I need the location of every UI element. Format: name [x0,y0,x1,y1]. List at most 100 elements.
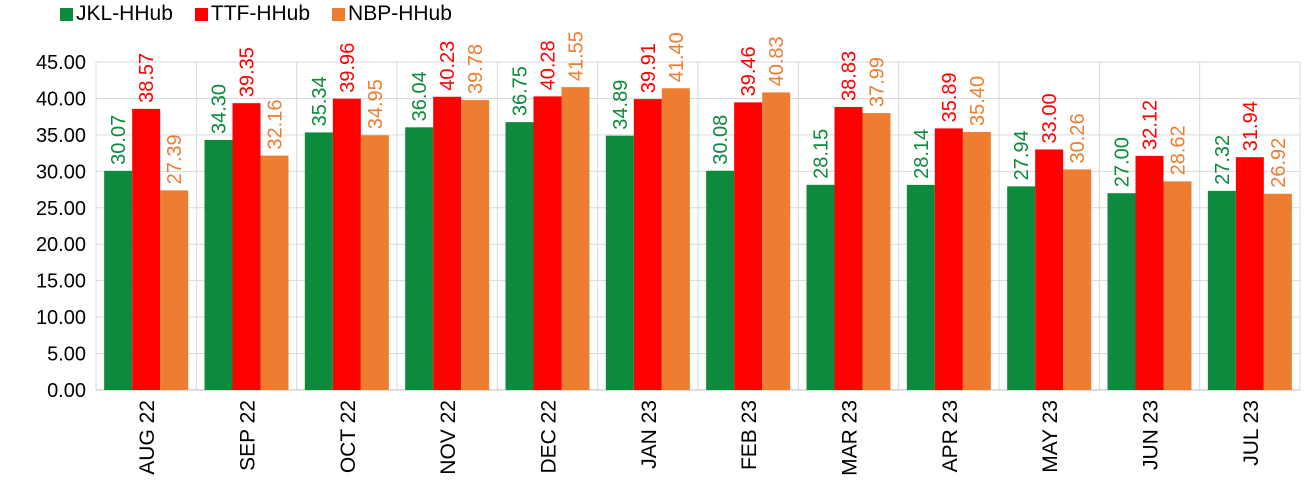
data-label: 39.46 [738,46,760,96]
y-tick-label: 25.00 [36,198,86,220]
bar-jkl-hhub [405,127,434,390]
data-label: 41.55 [566,31,588,81]
bar-nbp-hhub [1263,193,1292,390]
x-tick-label: JAN 23 [638,400,661,469]
data-label: 39.78 [465,44,487,94]
bar-nbp-hhub [160,190,189,390]
data-label: 35.34 [309,76,331,126]
legend-item-nbp: NBP-HHub [332,2,452,26]
x-tick-label: JUN 23 [1140,400,1163,470]
legend-label-nbp: NBP-HHub [348,2,452,25]
data-label: 41.40 [666,32,688,82]
bar-ttf-hhub [232,103,261,390]
bar-nbp-hhub [762,92,791,391]
data-label: 34.89 [610,80,632,130]
legend-item-ttf: TTF-HHub [194,2,311,26]
data-label: 35.89 [939,72,961,122]
x-tick-label: FEB 23 [738,400,761,470]
y-tick-label: 15.00 [36,271,86,293]
y-tick-label: 5.00 [47,344,86,366]
bar-jkl-hhub [505,122,534,390]
x-tick-label: JUL 23 [1240,400,1263,466]
bar-nbp-hhub [260,155,289,390]
legend-item-jkl: JKL-HHub [60,2,173,26]
x-tick-label: NOV 22 [437,400,460,475]
bar-jkl-hhub [906,184,935,390]
data-label: 39.91 [638,43,660,93]
x-tick-label: DEC 22 [538,400,561,474]
bar-ttf-hhub [934,128,963,390]
data-label: 27.39 [164,134,186,184]
data-label: 32.12 [1140,100,1162,150]
data-label: 34.30 [209,84,231,134]
bar-jkl-hhub [1107,193,1136,390]
bar-ttf-hhub [834,106,863,390]
data-label: 30.08 [710,115,732,165]
bar-jkl-hhub [304,132,333,391]
bar-ttf-hhub [633,99,662,391]
data-label: 30.07 [108,115,130,165]
bar-ttf-hhub [1235,157,1264,390]
data-label: 31.94 [1240,101,1262,151]
data-label: 28.62 [1168,125,1190,175]
x-tick-label: AUG 22 [136,400,159,475]
bar-nbp-hhub [1063,169,1092,390]
data-label: 28.14 [911,129,933,179]
bar-ttf-hhub [332,98,361,391]
y-tick-label: 20.00 [36,234,86,256]
data-label: 28.15 [811,129,833,179]
data-label: 33.00 [1039,93,1061,143]
bar-jkl-hhub [806,184,835,390]
bar-jkl-hhub [1207,190,1236,390]
bar-nbp-hhub [561,87,590,390]
x-tick-label: MAR 23 [839,400,862,476]
y-tick-label: 30.00 [36,161,86,183]
bar-nbp-hhub [461,100,490,390]
y-tick-label: 0.00 [47,380,86,402]
bar-ttf-hhub [1135,155,1164,390]
data-label: 40.28 [538,40,560,90]
bar-nbp-hhub [360,135,389,390]
bar-ttf-hhub [132,108,161,390]
data-label: 38.57 [136,53,158,103]
bar-nbp-hhub [661,88,690,391]
data-label: 38.83 [839,51,861,101]
x-tick-label: MAY 23 [1039,400,1062,473]
y-tick-label: 10.00 [36,307,86,329]
data-label: 34.95 [365,79,387,129]
data-label: 40.23 [437,41,459,91]
data-label: 27.00 [1112,137,1134,187]
legend: JKL-HHub TTF-HHub NBP-HHub [60,2,452,26]
bar-ttf-hhub [533,96,562,390]
bar-jkl-hhub [204,139,233,390]
legend-label-jkl: JKL-HHub [76,2,173,25]
x-tick-label: APR 23 [939,400,962,472]
data-label: 26.92 [1268,138,1290,188]
bar-jkl-hhub [1007,186,1036,390]
data-label: 39.96 [337,43,359,93]
data-label: 36.04 [409,71,431,121]
x-tick-label: OCT 22 [337,400,360,473]
bar-jkl-hhub [706,170,735,390]
data-label: 32.16 [265,100,287,150]
legend-label-ttf: TTF-HHub [210,2,311,25]
legend-swatch-ttf [194,7,208,21]
y-tick-label: 35.00 [36,125,86,147]
bar-nbp-hhub [1163,181,1192,390]
y-tick-label: 40.00 [36,88,86,110]
data-label: 37.99 [867,57,889,107]
bar-jkl-hhub [104,170,133,390]
data-label: 39.35 [237,47,259,97]
bar-ttf-hhub [734,102,763,391]
legend-swatch-nbp [332,7,346,21]
bar-jkl-hhub [605,135,634,390]
data-label: 27.32 [1212,135,1234,185]
bar-ttf-hhub [1035,149,1064,390]
data-label: 30.26 [1067,113,1089,163]
x-tick-label: SEP 22 [237,400,260,471]
data-label: 36.75 [510,66,532,116]
legend-swatch-jkl [60,7,73,21]
data-label: 35.40 [967,76,989,126]
